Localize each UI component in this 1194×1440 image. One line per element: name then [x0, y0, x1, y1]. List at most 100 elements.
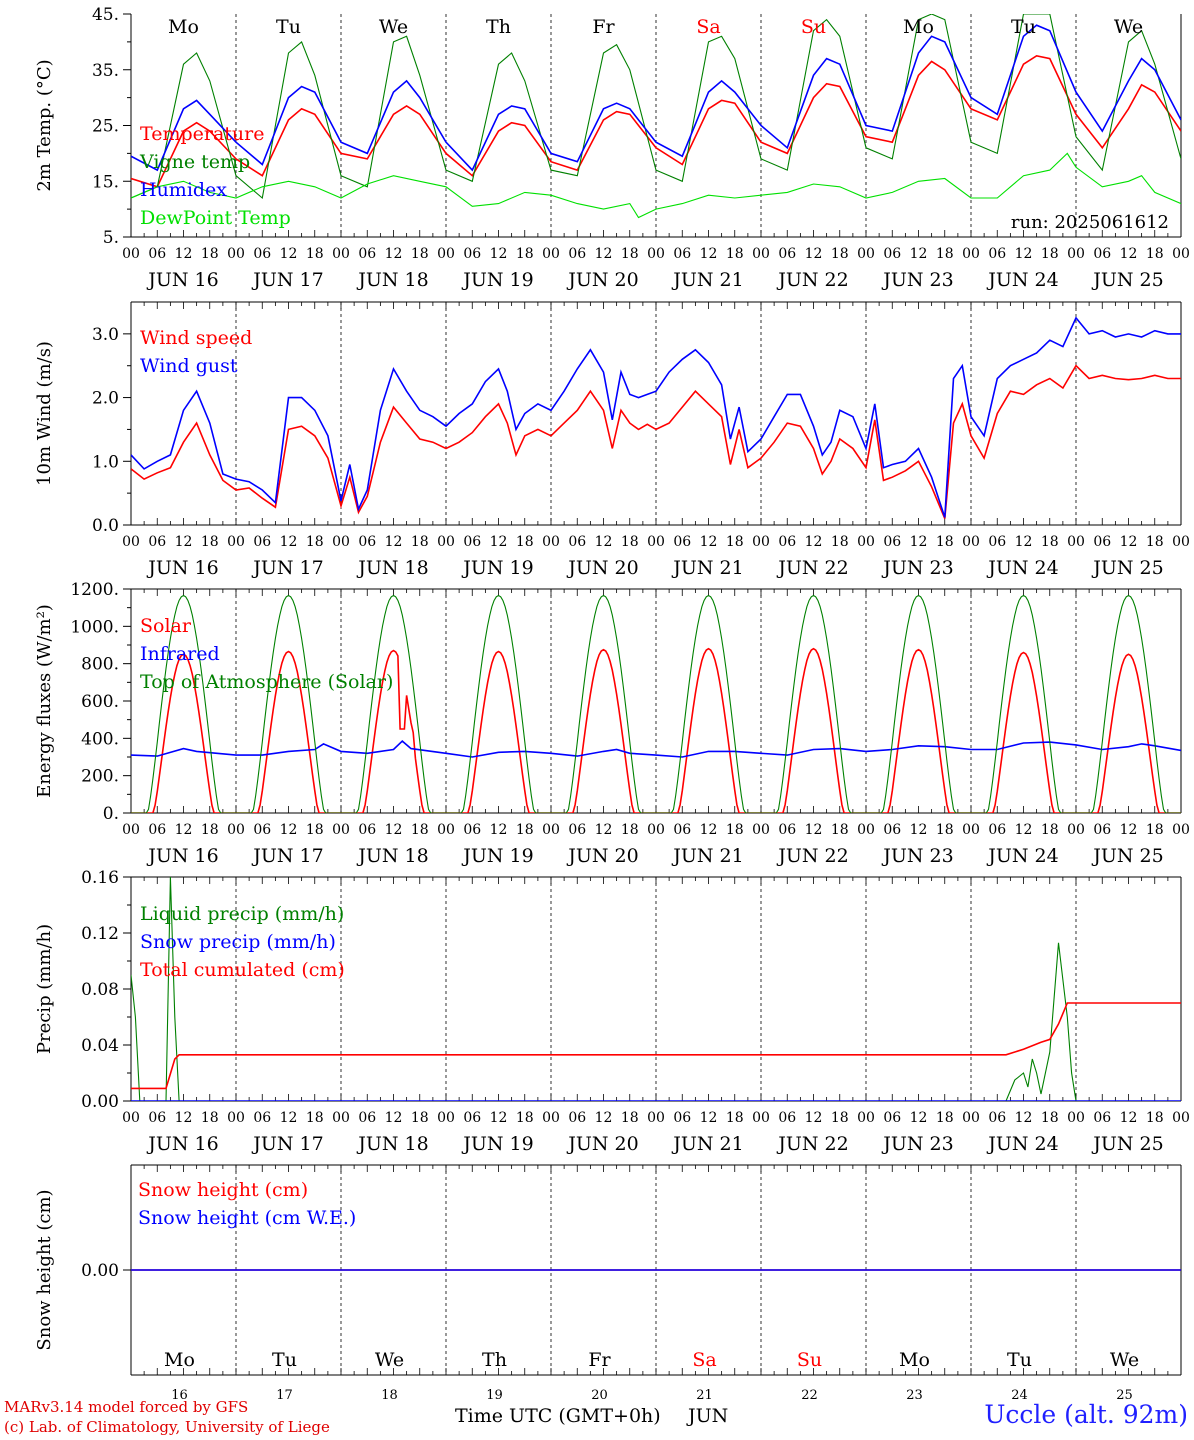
day-name-bottom: We — [1110, 1349, 1139, 1371]
date-label: JUN 19 — [461, 1133, 533, 1155]
hour-tick-label: 00 — [1067, 1110, 1085, 1126]
hour-tick-label: 06 — [883, 822, 901, 838]
hour-tick-label: 12 — [910, 1110, 928, 1126]
hour-tick-label: 12 — [595, 534, 613, 550]
date-label: JUN 20 — [566, 1133, 638, 1155]
hour-tick-label: 00 — [1172, 822, 1190, 838]
hour-tick-label: 18 — [936, 822, 954, 838]
hour-tick-label: 12 — [280, 534, 298, 550]
hour-tick-label: 18 — [1041, 822, 1059, 838]
date-label: JUN 22 — [776, 269, 848, 291]
hour-tick-label: 18 — [936, 534, 954, 550]
series-line-top-of-atmosphere-solar- — [131, 594, 1181, 813]
hour-tick-label: 18 — [411, 534, 429, 550]
hour-tick-label: 18 — [936, 1110, 954, 1126]
hour-tick-label: 06 — [778, 534, 796, 550]
hour-tick-label: 00 — [542, 1110, 560, 1126]
hour-tick-label: 18 — [201, 246, 219, 262]
day-name-top: We — [379, 16, 408, 38]
y-tick-label: 1000. — [70, 617, 119, 637]
day-name-top: Mo — [903, 16, 934, 38]
hour-tick-label: 06 — [253, 246, 271, 262]
hour-tick-label: 00 — [752, 822, 770, 838]
y-tick-label: 0.16 — [81, 868, 119, 888]
hour-tick-label: 18 — [726, 1110, 744, 1126]
y-tick-label: 3.0 — [92, 325, 119, 345]
hour-tick-label: 00 — [542, 534, 560, 550]
y-tick-label: 0.12 — [81, 924, 119, 944]
hour-tick-label: 06 — [883, 534, 901, 550]
hour-tick-label: 06 — [1093, 534, 1111, 550]
hour-tick-label: 12 — [700, 534, 718, 550]
day-number: 22 — [801, 1388, 818, 1403]
hour-tick-label: 00 — [542, 822, 560, 838]
hour-tick-label: 06 — [148, 246, 166, 262]
day-number: 25 — [1116, 1388, 1133, 1403]
day-number: 19 — [486, 1388, 503, 1403]
hour-tick-label: 06 — [148, 822, 166, 838]
hour-tick-label: 12 — [1120, 534, 1138, 550]
date-label: JUN 22 — [776, 845, 848, 867]
day-name-bottom: Mo — [164, 1349, 195, 1371]
date-label: JUN 17 — [251, 1133, 323, 1155]
date-label: JUN 19 — [461, 845, 533, 867]
date-label: JUN 17 — [251, 269, 323, 291]
series-line-wind-gust — [131, 316, 1181, 518]
hour-tick-label: 06 — [778, 822, 796, 838]
date-label: JUN 23 — [881, 557, 953, 579]
date-label: JUN 16 — [146, 845, 218, 867]
date-label: JUN 22 — [776, 1133, 848, 1155]
date-label: JUN 21 — [671, 557, 743, 579]
hour-tick-label: 12 — [1120, 822, 1138, 838]
hour-tick-label: 00 — [437, 1110, 455, 1126]
y-tick-label: 1200. — [70, 580, 119, 600]
hour-tick-label: 06 — [463, 822, 481, 838]
hour-tick-label: 18 — [201, 822, 219, 838]
hour-tick-label: 00 — [857, 534, 875, 550]
hour-tick-label: 00 — [1172, 1110, 1190, 1126]
hour-tick-label: 06 — [253, 534, 271, 550]
hour-tick-label: 18 — [1041, 246, 1059, 262]
y-tick-label: 45. — [92, 5, 119, 25]
hour-tick-label: 18 — [516, 246, 534, 262]
hour-tick-label: 18 — [936, 246, 954, 262]
hour-tick-label: 00 — [542, 246, 560, 262]
hour-tick-label: 12 — [805, 246, 823, 262]
hour-tick-label: 12 — [805, 534, 823, 550]
date-label: JUN 23 — [881, 269, 953, 291]
hour-tick-label: 00 — [857, 1110, 875, 1126]
hour-tick-label: 00 — [437, 534, 455, 550]
hour-tick-label: 06 — [568, 1110, 586, 1126]
hour-tick-label: 06 — [568, 534, 586, 550]
hour-tick-label: 06 — [988, 246, 1006, 262]
hour-tick-label: 00 — [752, 246, 770, 262]
day-number: 18 — [381, 1388, 398, 1403]
hour-tick-label: 18 — [306, 246, 324, 262]
y-tick-label: 35. — [92, 61, 119, 81]
date-label: JUN 21 — [671, 1133, 743, 1155]
y-tick-label: 15. — [92, 172, 119, 192]
hour-tick-label: 12 — [700, 246, 718, 262]
hour-tick-label: 00 — [332, 246, 350, 262]
y-tick-label: 800. — [81, 655, 119, 675]
y-axis-label: Snow height (cm) — [34, 1189, 55, 1350]
hour-tick-label: 00 — [1172, 534, 1190, 550]
legend-entry: Wind speed — [140, 327, 252, 349]
date-label: JUN 16 — [146, 269, 218, 291]
y-tick-label: 1.0 — [92, 452, 119, 472]
y-tick-label: 25. — [92, 117, 119, 137]
y-tick-label: 200. — [81, 767, 119, 787]
hour-tick-label: 06 — [1093, 1110, 1111, 1126]
hour-tick-label: 06 — [148, 534, 166, 550]
day-number: 24 — [1011, 1388, 1028, 1403]
time-axis-label: Time UTC (GMT+0h) — [455, 1405, 661, 1427]
hour-tick-label: 00 — [857, 246, 875, 262]
hour-tick-label: 00 — [962, 822, 980, 838]
hour-tick-label: 00 — [122, 534, 140, 550]
hour-tick-label: 06 — [778, 1110, 796, 1126]
hour-tick-label: 18 — [621, 822, 639, 838]
series-line-temperature — [131, 54, 1181, 188]
day-name-bottom: Th — [482, 1349, 507, 1371]
legend-entry: DewPoint Temp — [140, 207, 291, 229]
hour-tick-label: 12 — [385, 246, 403, 262]
